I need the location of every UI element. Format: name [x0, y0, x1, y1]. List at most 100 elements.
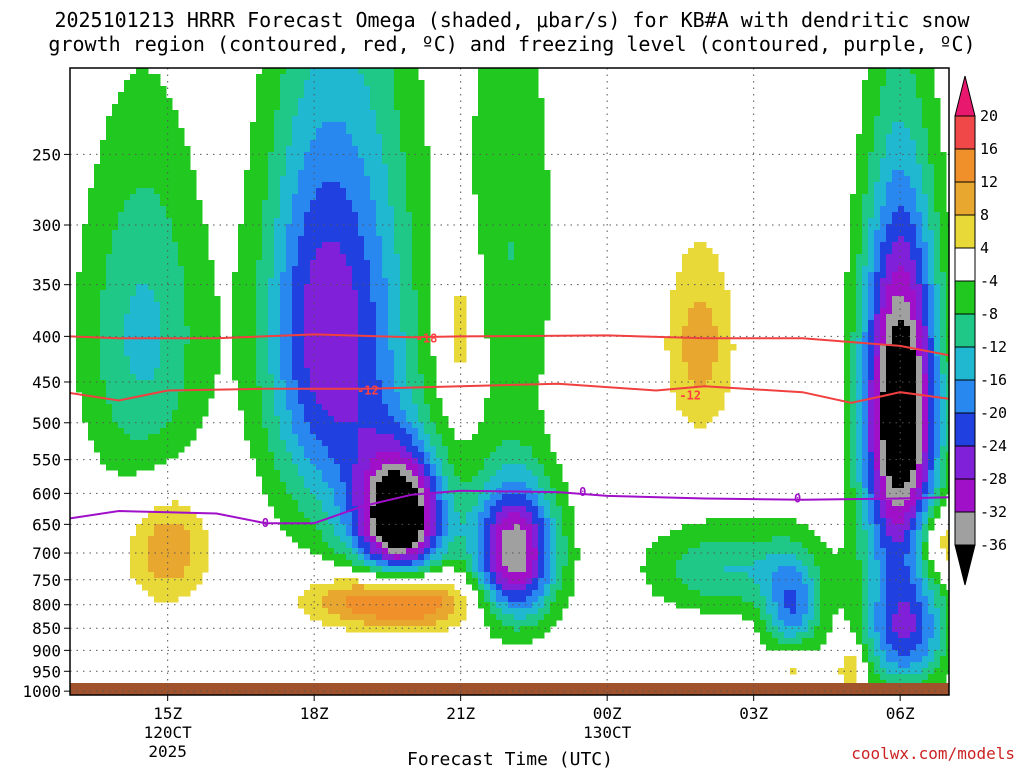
- omega-cell: [424, 344, 431, 351]
- omega-cell: [136, 128, 143, 135]
- omega-cell: [514, 422, 521, 429]
- omega-cell: [412, 242, 419, 249]
- omega-cell: [712, 290, 719, 297]
- omega-cell: [340, 266, 347, 273]
- omega-cell: [268, 194, 275, 201]
- omega-cell: [268, 320, 275, 327]
- omega-cell: [370, 194, 377, 201]
- omega-cell: [880, 92, 887, 99]
- omega-cell: [166, 134, 173, 141]
- omega-cell: [124, 260, 131, 267]
- omega-cell: [292, 410, 299, 417]
- omega-cell: [478, 248, 485, 255]
- omega-cell: [940, 248, 947, 255]
- omega-cell: [856, 266, 863, 273]
- omega-cell: [916, 134, 923, 141]
- omega-cell: [364, 80, 371, 87]
- omega-cell: [136, 236, 143, 243]
- omega-cell: [376, 218, 383, 225]
- omega-cell: [412, 254, 419, 261]
- omega-cell: [490, 350, 497, 357]
- omega-cell: [358, 236, 365, 243]
- omega-cell: [310, 230, 317, 237]
- omega-cell: [502, 356, 509, 363]
- omega-cell: [322, 338, 329, 345]
- omega-cell: [292, 392, 299, 399]
- omega-cell: [154, 320, 161, 327]
- omega-cell: [322, 146, 329, 153]
- omega-cell: [526, 104, 533, 111]
- omega-cell: [886, 404, 893, 411]
- omega-cell: [910, 188, 917, 195]
- omega-cell: [352, 200, 359, 207]
- omega-cell: [154, 422, 161, 429]
- omega-cell: [844, 272, 851, 279]
- omega-cell: [298, 260, 305, 267]
- omega-cell: [868, 140, 875, 147]
- omega-cell: [718, 308, 725, 315]
- omega-cell: [124, 356, 131, 363]
- omega-cell: [334, 404, 341, 411]
- omega-cell: [184, 182, 191, 189]
- omega-cell: [472, 188, 479, 195]
- omega-cell: [514, 140, 521, 147]
- omega-cell: [100, 290, 107, 297]
- omega-cell: [910, 260, 917, 267]
- omega-cell: [412, 314, 419, 321]
- omega-cell: [352, 398, 359, 405]
- omega-cell: [400, 128, 407, 135]
- omega-cell: [106, 164, 113, 171]
- omega-cell: [124, 128, 131, 135]
- omega-cell: [268, 344, 275, 351]
- omega-cell: [262, 302, 269, 309]
- omega-cell: [412, 386, 419, 393]
- omega-cell: [346, 272, 353, 279]
- omega-cell: [904, 242, 911, 249]
- omega-cell: [352, 206, 359, 213]
- omega-cell: [346, 368, 353, 375]
- omega-cell: [850, 242, 857, 249]
- omega-cell: [346, 410, 353, 417]
- omega-cell: [142, 80, 149, 87]
- omega-cell: [868, 302, 875, 309]
- omega-cell: [352, 176, 359, 183]
- omega-cell: [208, 320, 215, 327]
- omega-cell: [184, 308, 191, 315]
- omega-cell: [232, 284, 239, 291]
- omega-cell: [304, 116, 311, 123]
- omega-cell: [154, 122, 161, 129]
- omega-cell: [418, 224, 425, 231]
- omega-cell: [400, 242, 407, 249]
- omega-cell: [472, 128, 479, 135]
- omega-cell: [400, 146, 407, 153]
- omega-cell: [310, 92, 317, 99]
- omega-cell: [940, 272, 947, 279]
- omega-cell: [388, 200, 395, 207]
- omega-cell: [388, 206, 395, 213]
- omega-cell: [118, 374, 125, 381]
- omega-cell: [484, 170, 491, 177]
- omega-cell: [142, 314, 149, 321]
- omega-cell: [364, 128, 371, 135]
- omega-cell: [532, 218, 539, 225]
- omega-cell: [88, 212, 95, 219]
- omega-cell: [400, 134, 407, 141]
- omega-cell: [232, 308, 239, 315]
- omega-cell: [166, 170, 173, 177]
- omega-cell: [178, 332, 185, 339]
- omega-cell: [334, 350, 341, 357]
- omega-cell: [136, 116, 143, 123]
- omega-cell: [430, 368, 437, 375]
- omega-cell: [880, 272, 887, 279]
- omega-cell: [484, 92, 491, 99]
- omega-cell: [346, 86, 353, 93]
- omega-cell: [508, 110, 515, 117]
- omega-cell: [94, 350, 101, 357]
- omega-cell: [88, 242, 95, 249]
- omega-cell: [454, 356, 461, 363]
- omega-cell: [148, 128, 155, 135]
- omega-cell: [94, 194, 101, 201]
- omega-cell: [856, 254, 863, 261]
- omega-cell: [166, 122, 173, 129]
- omega-cell: [274, 194, 281, 201]
